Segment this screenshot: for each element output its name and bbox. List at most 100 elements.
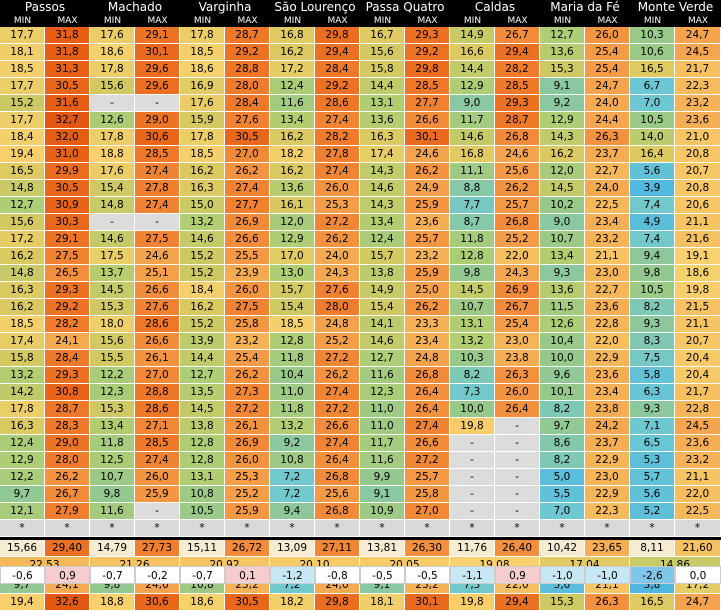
max-cell: 32,7 <box>45 112 90 129</box>
max-cell: 23,4 <box>585 384 630 401</box>
max-cell: 26,6 <box>405 435 450 452</box>
min-cell: 9,4 <box>630 248 675 265</box>
max-cell: 26,6 <box>315 418 360 435</box>
max-cell: 26,0 <box>225 452 270 469</box>
min-cell: 12,6 <box>90 112 135 129</box>
min-cell: 11,8 <box>90 435 135 452</box>
max-cell: 27,4 <box>225 180 270 197</box>
min-cell: 11,6 <box>360 452 405 469</box>
min-cell: 11,7 <box>360 435 405 452</box>
min-cell: 12,9 <box>540 112 585 129</box>
max-cell: 26,0 <box>135 469 180 486</box>
min-header: MIN <box>540 15 585 27</box>
min-cell: 16,9 <box>180 78 225 95</box>
max-cell: 25,4 <box>585 61 630 78</box>
max-cell: - <box>495 503 540 520</box>
min-cell: * <box>180 520 225 537</box>
min-cell: 13,5 <box>180 384 225 401</box>
min-cell: 18,5 <box>270 316 315 333</box>
max-cell: 26,6 <box>135 333 180 350</box>
max-cell: - <box>135 214 180 231</box>
max-cell: 28,7 <box>45 401 90 418</box>
max-cell: 27,5 <box>135 231 180 248</box>
min-cell: 18,6 <box>180 61 225 78</box>
max-cell: 28,2 <box>45 316 90 333</box>
max-cell: 22,7 <box>585 282 630 299</box>
anomaly-cell: -0,6 <box>0 566 45 584</box>
min-cell: 13,1 <box>180 469 225 486</box>
max-cell: 28,8 <box>225 61 270 78</box>
min-cell: - <box>450 503 495 520</box>
max-cell: 25,4 <box>585 44 630 61</box>
min-cell: 10,3 <box>630 27 675 44</box>
max-cell: 28,2 <box>315 129 360 146</box>
min-cell: 18,2 <box>270 146 315 163</box>
max-header: MAX <box>495 15 540 27</box>
min-cell: 9,8 <box>450 265 495 282</box>
min-cell: 15,8 <box>0 350 45 367</box>
max-cell: 27,4 <box>135 452 180 469</box>
min-cell: 5,6 <box>630 486 675 503</box>
min-header: MIN <box>90 15 135 27</box>
max-cell: 27,4 <box>135 197 180 214</box>
max-cell: 27,6 <box>315 282 360 299</box>
max-cell: 25,4 <box>225 350 270 367</box>
max-cell: 23,2 <box>405 248 450 265</box>
max-cell: 26,2 <box>495 180 540 197</box>
max-cell: 29,3 <box>405 27 450 44</box>
max-cell: 23,7 <box>585 146 630 163</box>
min-cell: 12,2 <box>0 469 45 486</box>
min-cell: 7,5 <box>630 350 675 367</box>
max-cell: 25,1 <box>135 265 180 282</box>
min-cell: 14,1 <box>360 316 405 333</box>
min-cell: 17,2 <box>270 61 315 78</box>
max-cell: 26,0 <box>585 27 630 44</box>
max-cell: 31,3 <box>45 61 90 78</box>
max-cell: 21,1 <box>675 469 721 486</box>
extreme-max-cell: 19,4 <box>0 594 45 611</box>
max-cell: 23,6 <box>675 435 721 452</box>
min-cell: 15,0 <box>180 197 225 214</box>
max-cell: 31,8 <box>45 27 90 44</box>
min-cell: 15,2 <box>180 265 225 282</box>
max-cell: 30,8 <box>45 384 90 401</box>
max-cell: 27,7 <box>405 95 450 112</box>
min-cell: 7,2 <box>270 486 315 503</box>
max-cell: 28,5 <box>135 435 180 452</box>
max-cell: 23,0 <box>585 265 630 282</box>
max-cell: 30,5 <box>45 78 90 95</box>
min-cell: 12,0 <box>540 163 585 180</box>
min-cell: 12,3 <box>90 384 135 401</box>
max-cell: * <box>135 520 180 537</box>
min-cell: 16,2 <box>270 163 315 180</box>
min-cell: 18,4 <box>0 129 45 146</box>
min-cell: 12,5 <box>90 452 135 469</box>
max-cell: 27,8 <box>315 146 360 163</box>
min-cell: 17,6 <box>90 27 135 44</box>
min-cell: 17,8 <box>180 27 225 44</box>
max-cell: 24,9 <box>405 180 450 197</box>
min-cell: 17,5 <box>90 248 135 265</box>
max-cell: 30,3 <box>45 214 90 231</box>
min-cell: 17,8 <box>0 401 45 418</box>
min-cell: 6,3 <box>630 384 675 401</box>
min-cell: 9,7 <box>0 486 45 503</box>
max-cell: 27,5 <box>45 248 90 265</box>
extreme-max-cell: 29,4 <box>495 594 540 611</box>
extreme-max-cell: 18,8 <box>90 594 135 611</box>
min-cell: 17,7 <box>0 78 45 95</box>
max-cell: 23,4 <box>585 214 630 231</box>
max-cell: * <box>585 520 630 537</box>
min-cell: 18,4 <box>180 282 225 299</box>
max-cell: 28,6 <box>315 95 360 112</box>
extreme-max-cell: 26,3 <box>585 594 630 611</box>
min-cell: 15,9 <box>180 112 225 129</box>
max-cell: 26,8 <box>315 503 360 520</box>
min-cell: 18,8 <box>90 146 135 163</box>
anomaly-cell: -0,2 <box>135 566 180 584</box>
min-cell: 13,8 <box>360 265 405 282</box>
max-cell: 26,7 <box>495 27 540 44</box>
min-cell: 13,4 <box>270 112 315 129</box>
min-cell: 9,8 <box>630 265 675 282</box>
min-cell: 14,8 <box>0 265 45 282</box>
